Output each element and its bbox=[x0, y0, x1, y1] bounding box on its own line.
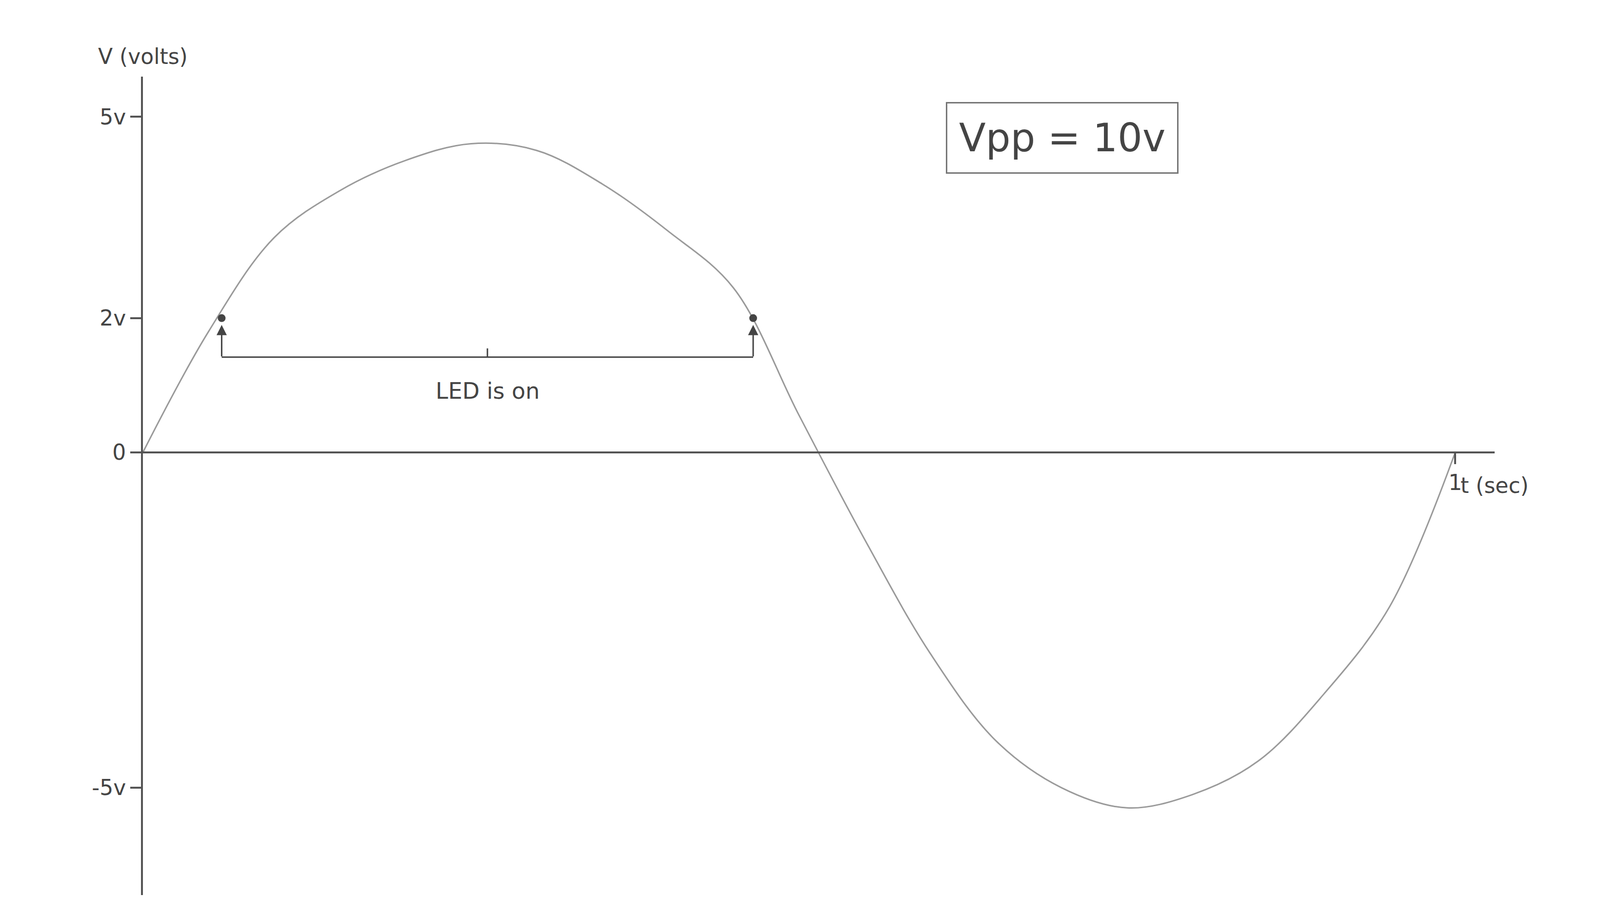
svg-text:V (volts): V (volts) bbox=[98, 43, 188, 69]
svg-text:Vpp = 10v: Vpp = 10v bbox=[959, 115, 1166, 161]
svg-text:LED is on: LED is on bbox=[435, 377, 540, 404]
svg-text:1: 1 bbox=[1448, 469, 1462, 495]
svg-text:-5v: -5v bbox=[91, 774, 126, 800]
svg-text:0: 0 bbox=[112, 439, 126, 465]
svg-text:5v: 5v bbox=[99, 104, 126, 130]
svg-text:t (sec): t (sec) bbox=[1460, 472, 1529, 498]
svg-text:2v: 2v bbox=[99, 305, 126, 331]
